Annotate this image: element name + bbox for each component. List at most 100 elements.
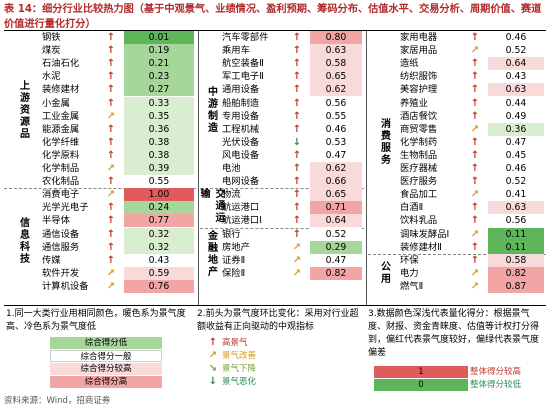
score-cell: 0.64 [488, 57, 544, 71]
trend-arrow-icon: ↑ [106, 228, 116, 240]
legend-arrow-label: 高景气 [222, 338, 248, 348]
trend-arrow-icon: ↗ [470, 228, 480, 240]
score-cell: 0.43 [488, 70, 544, 84]
note-1: 1.同一大类行业用相同颜色，暖色系为景气度高、冷色系为景气度低 [6, 309, 186, 332]
trend-arrow-icon: ↑ [470, 215, 480, 227]
trend-arrow-icon: ↓ [292, 136, 302, 148]
trend-arrow-icon: ↗ [106, 110, 116, 122]
trend-arrow-icon: ↑ [292, 163, 302, 174]
score-cell: 0.65 [310, 188, 362, 202]
industry-name: 光学光电子 [42, 202, 89, 214]
industry-name: 石油石化 [42, 58, 80, 70]
industry-name: 汽车零部件 [222, 32, 269, 43]
trend-arrow-icon: ↑ [292, 84, 302, 96]
trend-arrow-icon: ↗ [470, 280, 480, 292]
legend-overall-label: 整体得分较高 [470, 367, 522, 377]
score-cell: 0.82 [310, 266, 362, 280]
score-cell: 0.66 [310, 175, 362, 189]
score-cell: 0.82 [488, 266, 544, 280]
score-cell: 0.29 [310, 240, 362, 254]
trend-arrow-icon: ↑ [292, 176, 302, 188]
trend-arrow-icon: ↑ [292, 58, 302, 70]
section-divider [200, 227, 364, 229]
trend-arrow-icon: ↑ [470, 254, 480, 266]
trend-arrow-icon: ↑ [106, 123, 116, 135]
industry-name: 航空装备Ⅱ [222, 58, 264, 70]
legend-swatch: 综合得分一般 [50, 350, 162, 362]
industry-name: 船舶制造 [222, 97, 260, 109]
industry-row: 养殖业 ↑ 0.44 [400, 96, 546, 110]
legend-arrow-icon: ↓ [208, 376, 218, 387]
industry-name: 装修建材 [42, 84, 80, 96]
industry-name: 白酒Ⅱ [400, 202, 424, 214]
category-label: 公用 [378, 261, 390, 286]
score-cell: 0.55 [124, 175, 194, 189]
score-cell: 0.58 [488, 253, 544, 267]
trend-arrow-icon: ↑ [470, 176, 480, 188]
legend-arrow-icon: ↘ [208, 363, 218, 374]
legend-arrow-label: 景气改善 [222, 351, 257, 361]
industry-name: 化学纤维 [42, 136, 80, 148]
table-top-rule [4, 30, 546, 31]
industry-name: 水泥 [42, 71, 61, 83]
industry-name: 航运港口 [222, 202, 260, 214]
score-cell: 0.55 [310, 109, 362, 123]
trend-arrow-icon: ↑ [470, 149, 480, 161]
industry-row: 水泥 ↑ 0.23 [42, 70, 196, 84]
score-cell: 0.87 [488, 279, 544, 293]
trend-arrow-icon: ↑ [292, 189, 302, 201]
industry-name: 家居用品 [400, 45, 438, 57]
trend-arrow-icon: ↗ [106, 163, 116, 174]
industry-row: 燃气Ⅱ ↗ 0.87 [400, 279, 546, 293]
score-cell: 0.44 [488, 96, 544, 110]
industry-row: 能源金属 ↑ 0.36 [42, 122, 196, 136]
score-cell: 0.46 [488, 162, 544, 175]
trend-arrow-icon: ↑ [292, 45, 302, 57]
industry-name: 光伏设备 [222, 136, 260, 148]
industry-row: 银行 ↑ 0.52 [222, 227, 364, 241]
score-cell: 0.39 [124, 162, 194, 175]
trend-arrow-icon: ↑ [292, 71, 302, 83]
industry-name: 酒店餐饮 [400, 110, 438, 122]
score-cell: 1.00 [124, 188, 194, 202]
industry-row: 汽车零部件 ↑ 0.80 [222, 31, 364, 44]
score-cell: 0.62 [310, 162, 362, 175]
score-cell: 0.71 [310, 201, 362, 215]
score-cell: 0.01 [124, 31, 194, 44]
industry-name: 钢铁 [42, 32, 61, 43]
industry-name: 风电设备 [222, 149, 260, 161]
industry-row: 白酒Ⅱ ↑ 0.63 [400, 201, 546, 215]
industry-row: 化学制药 ↑ 0.47 [400, 135, 546, 149]
trend-arrow-icon: ↗ [106, 280, 116, 292]
category-label: 消费服务 [378, 118, 390, 167]
score-cell: 0.41 [488, 188, 544, 202]
score-cell: 0.76 [124, 279, 194, 293]
trend-arrow-icon: ↑ [106, 254, 116, 266]
category-label: 信息科技 [17, 216, 29, 265]
trend-arrow-icon: ↑ [470, 84, 480, 96]
industry-name: 环保 [400, 254, 419, 266]
industry-row: 食品加工 ↗ 0.41 [400, 188, 546, 202]
industry-name: 燃气Ⅱ [400, 280, 424, 292]
industry-name: 半导体 [42, 215, 70, 227]
industry-row: 船舶制造 ↑ 0.56 [222, 96, 364, 110]
industry-name: 纺织服饰 [400, 71, 438, 83]
legend-arrow-label: 景气下降 [222, 364, 257, 374]
industry-name: 商贸零售 [400, 123, 438, 135]
industry-row: 光伏设备 ↓ 0.53 [222, 135, 364, 149]
section-divider [4, 188, 196, 190]
trend-arrow-icon: ↑ [292, 149, 302, 161]
note-3: 3.数据颜色深浅代表量化得分：根据景气度、财报、资金青睐度、估值等计权打分得到，… [368, 309, 540, 358]
trend-arrow-icon: ↑ [470, 58, 480, 70]
trend-arrow-icon: ↑ [470, 163, 480, 174]
industry-row: 电力 ↗ 0.82 [400, 266, 546, 280]
score-cell: 0.33 [124, 96, 194, 110]
score-cell: 0.80 [310, 31, 362, 44]
industry-row: 煤炭 ↑ 0.19 [42, 44, 196, 58]
score-cell: 0.59 [124, 266, 194, 280]
score-cell: 0.77 [124, 214, 194, 228]
industry-name: 化学制药 [400, 136, 438, 148]
industry-row: 纺织服饰 ↑ 0.43 [400, 70, 546, 84]
industry-row: 通用设备 ↑ 0.62 [222, 83, 364, 97]
industry-name: 消费电子 [42, 189, 80, 201]
